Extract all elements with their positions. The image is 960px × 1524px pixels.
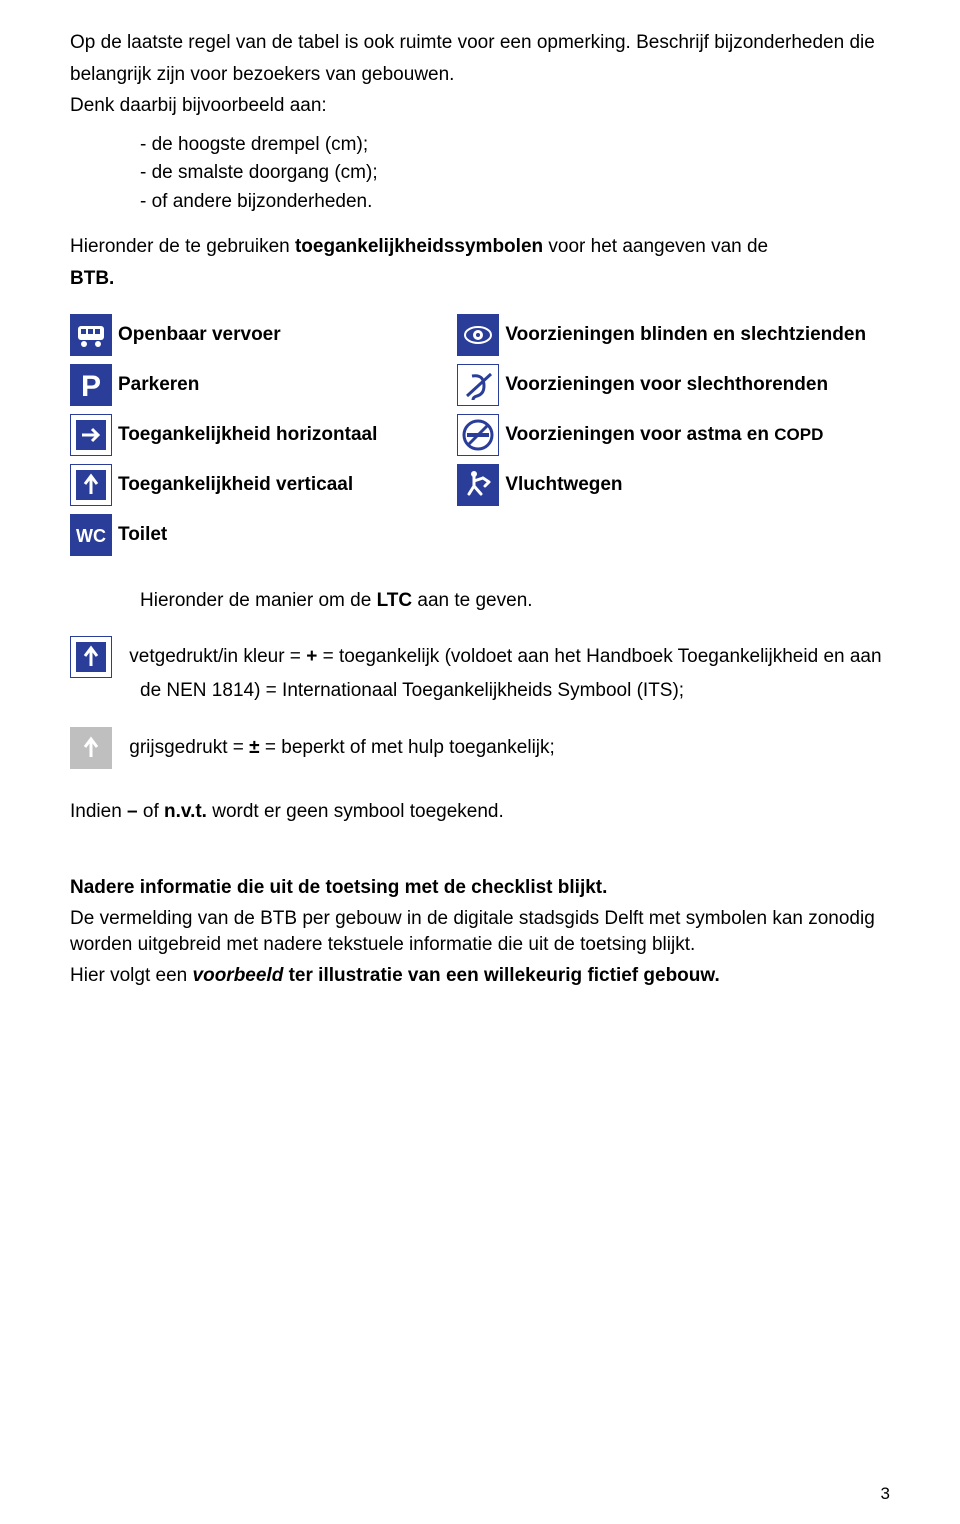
svg-text:P: P — [81, 370, 101, 403]
bullet-3: - of andere bijzonderheden. — [140, 188, 890, 217]
label-openbaar-vervoer: Openbaar vervoer — [118, 310, 457, 360]
intro-line-3: Denk daarbij bijvoorbeeld aan: — [70, 93, 890, 119]
label-verticaal: Toegankelijkheid verticaal — [118, 460, 457, 510]
ltc-grijsgedrukt: grijsgedrukt = ± = beperkt of met hulp t… — [140, 727, 890, 769]
label-astma: Voorzieningen voor astma en COPD — [505, 410, 946, 460]
page-number: 3 — [881, 1484, 890, 1504]
escape-icon — [457, 464, 499, 506]
bullet-2: - de smalste doorgang (cm); — [140, 159, 890, 188]
ltc-indien: Indien – of n.v.t. wordt er geen symbool… — [70, 799, 890, 825]
ltc-heading: Hieronder de manier om de LTC aan te gev… — [140, 588, 890, 615]
label-horizontaal: Toegankelijkheid horizontaal — [118, 410, 457, 460]
parking-icon: P — [70, 364, 112, 406]
intro-line-1: Op de laatste regel van de tabel is ook … — [70, 30, 890, 56]
symbols-intro-a: Hieronder de te gebruiken — [70, 236, 295, 257]
no-smoking-icon — [457, 414, 499, 456]
symbols-intro-c: voor het aangeven van de — [543, 236, 768, 257]
label-vluchtwegen: Vluchtwegen — [505, 460, 946, 510]
label-toilet: Toilet — [118, 510, 457, 560]
eye-icon — [457, 314, 499, 356]
intro-line-2: belangrijk zijn voor bezoekers van gebou… — [70, 62, 890, 88]
ltc-vetgedrukt: vetgedrukt/in kleur = + = toegankelijk (… — [140, 636, 890, 705]
bullet-1: - de hoogste drempel (cm); — [140, 131, 890, 160]
label-parkeren: Parkeren — [118, 360, 457, 410]
nadere-p2: Hier volgt een voorbeeld ter illustratie… — [70, 963, 890, 989]
wc-icon: WC — [70, 514, 112, 556]
symbols-table: Openbaar vervoer Voorzieningen blinden e… — [70, 310, 946, 560]
nadere-p1: De vermelding van de BTB per gebouw in d… — [70, 906, 890, 957]
arrow-up-blue-icon — [70, 636, 112, 678]
label-blinden: Voorzieningen blinden en slechtzienden — [505, 310, 946, 360]
arrow-up-gray-icon — [70, 727, 112, 769]
svg-text:WC: WC — [76, 526, 106, 546]
arrow-right-icon — [70, 414, 112, 456]
symbols-intro: Hieronder de te gebruiken toegankelijkhe… — [70, 234, 890, 260]
ear-icon — [457, 364, 499, 406]
nadere-heading: Nadere informatie die uit de toetsing me… — [70, 875, 890, 901]
label-slechthorenden: Voorzieningen voor slechthorenden — [505, 360, 946, 410]
symbols-intro-b: toegankelijkheidssymbolen — [295, 236, 543, 257]
bus-icon — [70, 314, 112, 356]
intro-bullets: - de hoogste drempel (cm); - de smalste … — [140, 131, 890, 217]
arrow-up-icon — [70, 464, 112, 506]
symbols-intro-btb: BTB. — [70, 266, 890, 292]
